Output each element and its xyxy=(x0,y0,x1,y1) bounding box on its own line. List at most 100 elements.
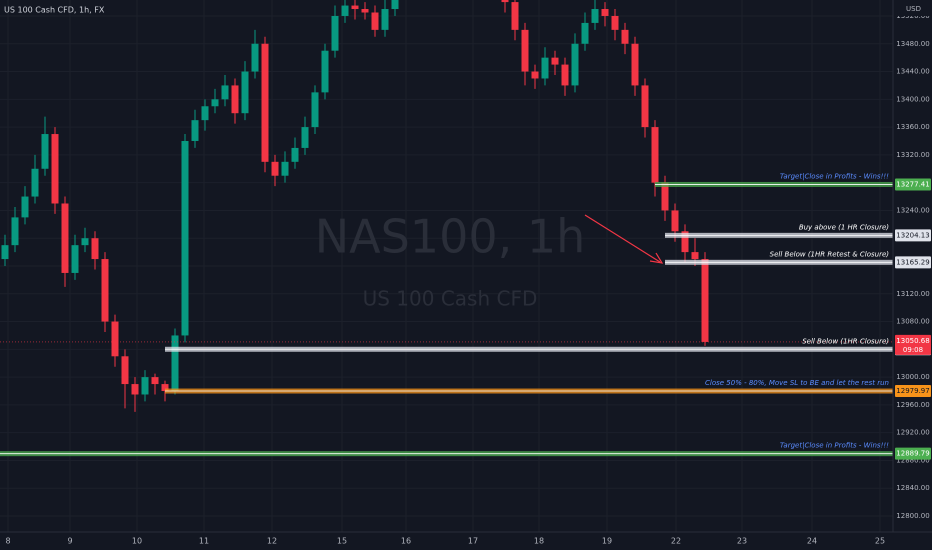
candle-body xyxy=(11,217,19,246)
candle-body xyxy=(261,43,269,162)
candle-body xyxy=(201,106,209,121)
candle-body xyxy=(31,168,39,197)
price-tag xyxy=(895,385,931,398)
candle-body xyxy=(641,85,649,128)
candle-body xyxy=(271,161,279,176)
candle-body xyxy=(191,120,199,141)
candle-body xyxy=(171,335,179,392)
candle-body xyxy=(251,43,259,72)
candle-body xyxy=(281,161,289,176)
level-text: Target|Close in Profits - Wins!!! xyxy=(780,442,889,450)
candle-body xyxy=(601,9,609,16)
y-tick-label: 13240.00 xyxy=(896,206,929,214)
plot xyxy=(0,0,893,457)
level-text: Close 50% - 80%, Move SL to BE and let t… xyxy=(705,379,889,387)
x-tick-label: 8 xyxy=(5,537,10,546)
candle-body xyxy=(161,384,169,392)
price-tag-label: 13165.29 xyxy=(896,258,929,266)
candle-body xyxy=(311,92,319,128)
candle-body xyxy=(81,238,89,246)
y-tick-label: 12840.00 xyxy=(896,484,929,492)
chart-title: US 100 Cash CFD, 1h, FX xyxy=(4,6,105,15)
price-tag-label: 13204.13 xyxy=(896,231,929,239)
x-tick-label: 24 xyxy=(807,537,817,546)
candle-body xyxy=(71,245,79,273)
x-tick-label: 16 xyxy=(401,537,411,546)
candle-body xyxy=(111,321,119,357)
candle-body xyxy=(391,0,399,10)
price-tag xyxy=(895,447,931,460)
candle-body xyxy=(561,64,569,86)
candle-body xyxy=(621,29,629,44)
level-text: Target|Close in Profits - Wins!!! xyxy=(780,172,889,180)
price-tag-label: 13277.41 xyxy=(896,180,929,188)
y-tick-label: 12960.00 xyxy=(896,401,929,409)
candle-body xyxy=(671,210,679,232)
candle-body xyxy=(381,9,389,30)
candle-body xyxy=(1,245,9,260)
y-tick-label: 12800.00 xyxy=(896,512,929,520)
y-tick-label: 13440.00 xyxy=(896,68,929,76)
candle-body xyxy=(541,57,549,79)
y-tick-label: 13400.00 xyxy=(896,95,929,103)
candle-body xyxy=(591,9,599,23)
candle-body xyxy=(151,377,159,385)
candle-body xyxy=(631,43,639,86)
candle-body xyxy=(21,196,29,218)
candle-body xyxy=(531,71,539,79)
x-tick-label: 22 xyxy=(671,537,681,546)
last-price-label: 13050.68 xyxy=(896,337,929,345)
y-tick-label: 13320.00 xyxy=(896,151,929,159)
candle-body xyxy=(361,9,369,13)
candle-body xyxy=(341,5,349,16)
candle-body xyxy=(681,231,689,253)
candle-body xyxy=(321,50,329,93)
candle-body xyxy=(91,238,99,260)
candle-body xyxy=(331,15,339,51)
x-tick-label: 23 xyxy=(737,537,747,546)
watermark: NAS100, 1h xyxy=(315,210,586,264)
price-tag-label: 12889.79 xyxy=(896,450,929,458)
y-tick-label: 13120.00 xyxy=(896,290,929,298)
candle-body xyxy=(571,43,579,86)
level-text: Sell Below (1HR Retest & Closure) xyxy=(770,250,890,258)
price-tag-label: 12979.97 xyxy=(896,387,929,395)
x-tick-label: 19 xyxy=(602,537,612,546)
price-tag xyxy=(895,229,931,242)
y-tick-label: 13080.00 xyxy=(896,318,929,326)
currency-bg xyxy=(894,2,932,16)
candle-body xyxy=(691,252,699,260)
price-tag xyxy=(895,256,931,269)
last-price-tag xyxy=(895,334,931,355)
level-text: Buy above (1 HR Closure) xyxy=(799,223,889,231)
x-tick-label: 12 xyxy=(267,537,277,546)
candle-body xyxy=(521,29,529,72)
candle-body xyxy=(101,259,109,322)
candle-body xyxy=(61,203,69,273)
y-tick-label: 13360.00 xyxy=(896,123,929,131)
level-text: Sell Below (1HR Closure) xyxy=(802,337,889,345)
y-tick-label: 13000.00 xyxy=(896,373,929,381)
candle-body xyxy=(581,22,589,44)
candle-body xyxy=(241,71,249,114)
candle-body xyxy=(211,99,219,107)
x-tick-label: 11 xyxy=(199,537,209,546)
candle-body xyxy=(221,85,229,100)
x-tick-label: 18 xyxy=(534,537,544,546)
x-tick-label: 15 xyxy=(337,537,347,546)
candle-body xyxy=(51,134,59,204)
candle-body xyxy=(611,15,619,30)
x-tick-label: 9 xyxy=(67,537,72,546)
grid xyxy=(0,0,893,532)
y-tick-label: 12920.00 xyxy=(896,429,929,437)
arrow-head xyxy=(649,252,664,264)
candle-body xyxy=(131,384,139,395)
candle-body xyxy=(701,259,709,342)
candle-body xyxy=(291,147,299,162)
x-tick-label: 17 xyxy=(468,537,478,546)
candle-body xyxy=(231,85,239,114)
candle-body xyxy=(661,182,669,211)
x-tick-label: 25 xyxy=(875,537,885,546)
